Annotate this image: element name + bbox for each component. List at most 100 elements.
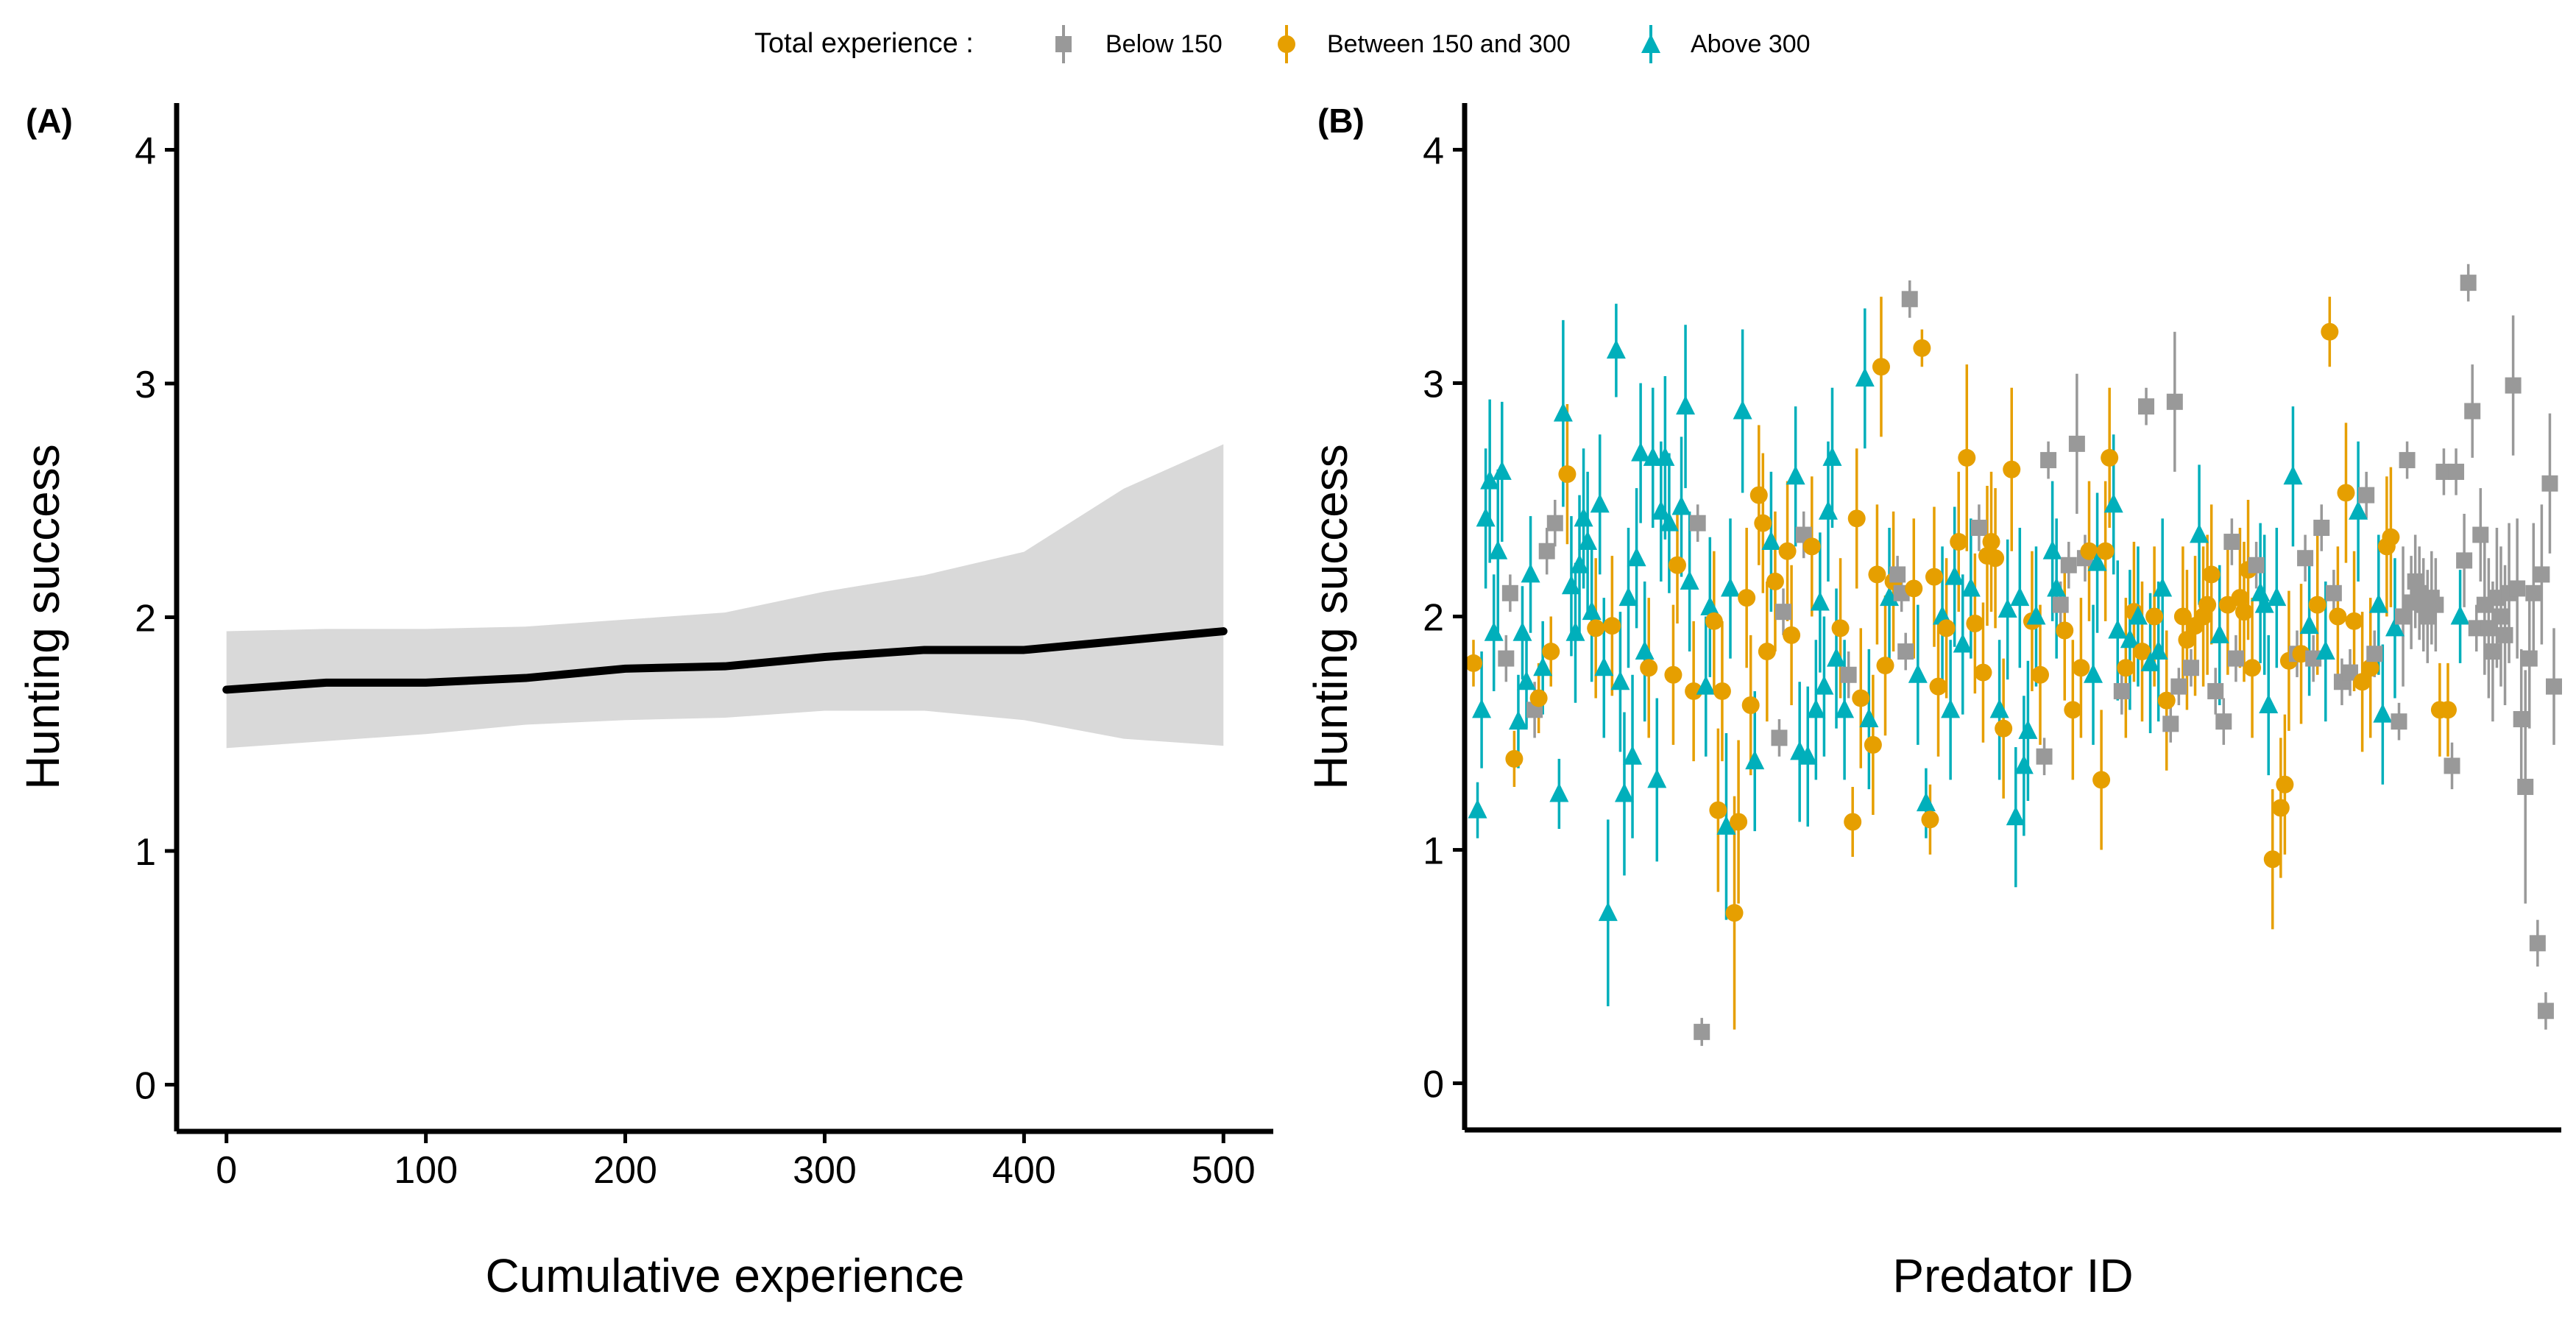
data-point xyxy=(1565,621,1585,641)
data-point xyxy=(2173,607,2192,626)
data-point xyxy=(2153,577,2173,597)
data-point xyxy=(2056,621,2074,640)
data-point xyxy=(1913,339,1931,357)
data-point xyxy=(2202,565,2221,584)
data-point xyxy=(2060,556,2077,573)
data-point xyxy=(1631,442,1651,462)
y-tick-label: 4 xyxy=(135,130,156,173)
data-point xyxy=(2162,716,2179,732)
x-tick-label: 200 xyxy=(593,1149,657,1192)
y-tick-label: 3 xyxy=(1423,363,1444,406)
data-point xyxy=(2133,643,2151,661)
data-point xyxy=(1685,682,1703,700)
data-point xyxy=(1635,640,1655,660)
data-point xyxy=(1498,650,1515,667)
data-point xyxy=(2533,566,2550,583)
legend-label-between-150-300: Between 150 and 300 xyxy=(1327,30,1571,58)
data-point xyxy=(2480,620,2497,637)
data-point xyxy=(2468,620,2485,637)
data-point xyxy=(1905,579,1923,598)
data-point xyxy=(1558,465,1577,484)
data-point xyxy=(2128,605,2148,625)
data-point xyxy=(2484,643,2501,660)
data-point xyxy=(1889,566,1906,583)
panel-a: (A) 0 1 2 3 4 0 100 200 300 400 500 Cumulative ex… xyxy=(16,102,1273,1302)
data-point xyxy=(2052,596,2069,613)
data-point xyxy=(2337,484,2355,502)
data-point xyxy=(1505,749,1524,768)
data-point xyxy=(1480,470,1500,490)
data-point xyxy=(1651,500,1671,520)
data-point xyxy=(1472,699,1492,718)
data-point xyxy=(2209,623,2229,643)
data-point xyxy=(2505,377,2522,394)
data-point xyxy=(1835,699,1855,718)
data-point xyxy=(2271,799,2290,817)
data-point xyxy=(1533,657,1553,676)
data-point xyxy=(1618,587,1638,607)
data-point xyxy=(2517,778,2534,795)
y-tick-label: 3 xyxy=(135,364,156,406)
y-tick-label: 2 xyxy=(1423,597,1444,640)
data-point xyxy=(1758,643,1776,661)
data-point xyxy=(2080,542,2098,560)
panel-b-x-axis-title: Predator ID xyxy=(1892,1249,2133,1302)
data-point xyxy=(1730,813,1748,831)
data-point xyxy=(2068,435,2085,452)
y-tick-label: 4 xyxy=(1423,130,1444,172)
data-point xyxy=(1696,675,1716,695)
data-point xyxy=(2546,678,2562,695)
data-point xyxy=(1716,815,1736,835)
legend-item-below-150: Below 150 xyxy=(1055,25,1222,63)
x-tick-label: 100 xyxy=(394,1149,458,1192)
data-point xyxy=(1998,598,2017,618)
data-point xyxy=(2145,607,2164,626)
data-point xyxy=(1610,671,1630,690)
data-point xyxy=(1749,486,1768,504)
panel-b-y-ticks: 0 1 2 3 4 xyxy=(1423,130,1465,1106)
data-point xyxy=(1868,565,1886,584)
data-point xyxy=(1598,902,1618,922)
data-point xyxy=(1852,689,1870,707)
data-point xyxy=(1806,699,1826,718)
data-point xyxy=(1517,671,1537,690)
legend-label-above-300: Above 300 xyxy=(1691,30,1811,58)
data-point xyxy=(2047,577,2067,597)
data-point xyxy=(1671,495,1691,515)
data-point xyxy=(1705,612,1723,630)
y-tick-label: 1 xyxy=(1423,830,1444,873)
data-point xyxy=(1741,696,1760,714)
data-point xyxy=(1659,512,1679,531)
legend-label-below-150: Below 150 xyxy=(1105,30,1222,58)
data-point xyxy=(2006,806,2025,826)
data-point xyxy=(2036,748,2053,765)
data-point xyxy=(1941,699,1961,718)
data-point xyxy=(1961,577,1981,597)
data-point xyxy=(2476,596,2493,613)
data-point xyxy=(1908,663,1928,683)
data-point xyxy=(1786,465,1805,485)
data-point xyxy=(1508,710,1528,730)
data-point xyxy=(1953,633,1972,653)
data-point xyxy=(2113,682,2130,699)
data-point xyxy=(1664,665,1682,684)
data-point xyxy=(1720,577,1740,597)
data-point xyxy=(2308,596,2326,614)
panel-a-y-ticks: 0 1 2 3 4 xyxy=(135,130,177,1108)
data-point xyxy=(2297,550,2314,567)
data-point xyxy=(1840,666,1857,683)
panel-a-x-ticks: 0 100 200 300 400 500 xyxy=(216,1131,1256,1192)
legend-item-above-300: Above 300 xyxy=(1641,25,1811,63)
data-point xyxy=(2243,659,2262,677)
data-point xyxy=(2207,682,2224,699)
data-point xyxy=(2444,757,2460,774)
data-point xyxy=(1859,708,1879,727)
data-point xyxy=(2263,850,2282,869)
data-point xyxy=(2259,693,2279,713)
data-point xyxy=(2525,584,2542,601)
data-point xyxy=(1676,395,1696,415)
data-point xyxy=(2456,552,2473,569)
x-tick-label: 300 xyxy=(793,1149,857,1192)
data-point xyxy=(1916,792,1936,812)
data-point xyxy=(2003,460,2021,478)
